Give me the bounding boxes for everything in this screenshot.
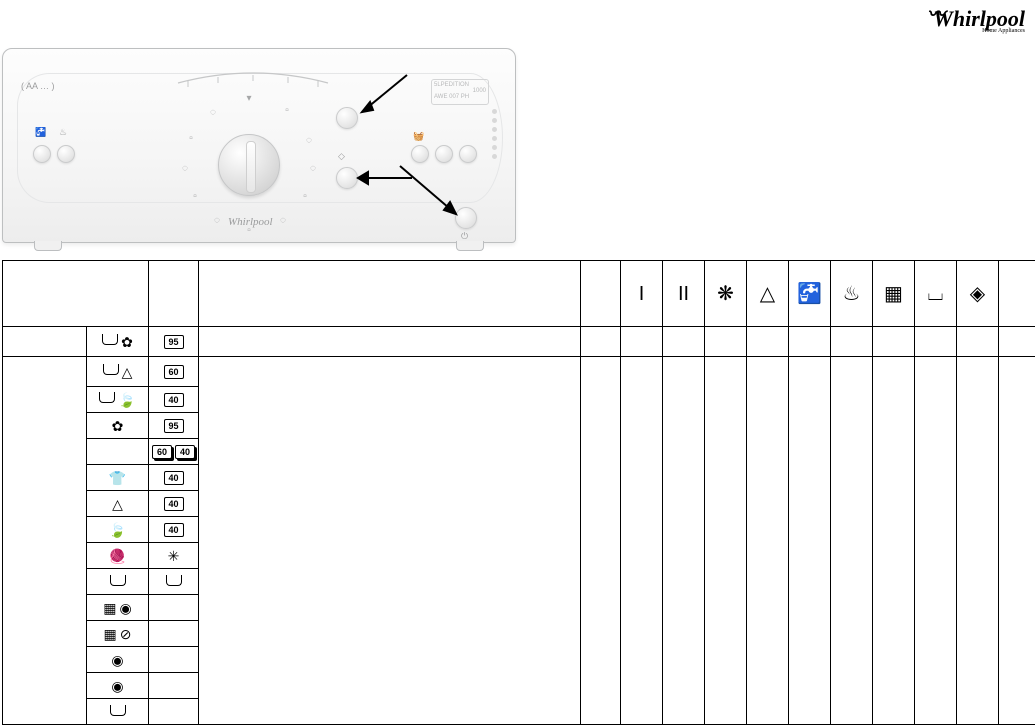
row-symbol: ◉ (87, 647, 149, 673)
row-temp: 40 (149, 517, 199, 543)
row-symbol: 🍃 (87, 517, 149, 543)
header-row: I II ❋ △ 🚰 ♨ ▦ ⌴ ◈ (3, 261, 1035, 327)
row-symbol: △ (87, 491, 149, 517)
row-symbol: 👕 (87, 465, 149, 491)
ring-mark-icon: ◌ (303, 135, 315, 147)
hdr-rinsehold: 🚰 (789, 261, 831, 327)
badge-line3: AWE 007 PH (434, 94, 486, 100)
ring-mark-icon: ▫ (299, 191, 311, 203)
arrow-callout-1 (352, 70, 412, 120)
row-temp: 60 40 (149, 439, 199, 465)
table-row: ✿ 95 (3, 327, 1035, 357)
row-temp (149, 699, 199, 725)
row-temp (149, 621, 199, 647)
hdr-wash: II (663, 261, 705, 327)
ring-mark-icon: ◌ (211, 215, 223, 227)
row-symbol (87, 699, 149, 725)
hdr-prewash: I (621, 261, 663, 327)
row-symbol: ◉ (87, 673, 149, 699)
row-temp (149, 569, 199, 595)
hdr-intensive: △ (747, 261, 789, 327)
brand-logo: 〰 Whirlpool Home Appliances (933, 6, 1025, 34)
row-label (3, 357, 87, 725)
prewash-icon: I (639, 283, 645, 305)
tub-icon: ⌴ (928, 283, 944, 305)
row-symbol: 🍃 (87, 387, 149, 413)
info-block-1 (525, 46, 756, 248)
diamond-icon: ◈ (970, 283, 985, 305)
row-symbol: ▦ ⊘ (87, 621, 149, 647)
model-badge: 5LPEDITION 1000 AWE 007 PH (431, 79, 489, 105)
row-symbol: ✿ (87, 413, 149, 439)
iron-icon: ♨ (843, 283, 861, 305)
flower-icon: ❋ (717, 283, 734, 305)
row-temp: 95 (149, 413, 199, 439)
programme-dial (218, 134, 280, 196)
hdr-programme (3, 261, 149, 327)
hdr-iron: ♨ (831, 261, 873, 327)
info-block-2 (790, 46, 1033, 248)
row-temp: 40 (149, 465, 199, 491)
row-temp: 60 (149, 357, 199, 387)
row-label (3, 327, 87, 357)
control-panel-illustration: 🚰 ♨ ( AA … ) ▾ ▫ ◌ ◌ ▫ ◌ ▫ ◌ ▫ ◌ ▫ ◌ (2, 48, 516, 253)
hdr-load (581, 261, 621, 327)
ring-mark-icon: ▫ (189, 191, 201, 203)
row-temp (149, 647, 199, 673)
ring-mark-icon: ◌ (179, 163, 191, 175)
wash-icon: II (678, 283, 689, 305)
status-leds (489, 109, 497, 163)
ring-mark-icon: ◌ (207, 107, 219, 119)
row-symbol: △ (87, 357, 149, 387)
hdr-description (199, 261, 581, 327)
hdr-tub: ⌴ (915, 261, 957, 327)
option-button-1 (33, 145, 51, 163)
row-symbol (87, 569, 149, 595)
programme-table: I II ❋ △ 🚰 ♨ ▦ ⌴ ◈ ✿ 95 △ 60 🍃 (2, 260, 1035, 725)
row-temp: 95 (149, 327, 199, 357)
logo-tilde: 〰 (927, 0, 945, 26)
variable-spin-icon: ▦ (884, 283, 903, 305)
tap-icon: 🚰 (35, 127, 46, 138)
ring-mark-icon: ▾ (243, 93, 255, 105)
ring-mark-icon: ◌ (277, 215, 289, 227)
panel-small-logo: Whirlpool (228, 216, 273, 228)
ring-mark-icon: ◌ (307, 163, 319, 175)
panel-foot-left (34, 241, 62, 251)
row-symbol: ✿ (87, 327, 149, 357)
row-symbol: ▦ ◉ (87, 595, 149, 621)
row-temp: 40 (149, 387, 199, 413)
triangle-warning-icon: △ (760, 283, 775, 305)
hdr-temp (149, 261, 199, 327)
table-row: △ 60 (3, 357, 1035, 387)
arrow-callout-3 (390, 158, 470, 228)
hdr-variable: ▦ (873, 261, 915, 327)
row-temp: 40 (149, 491, 199, 517)
row-temp (149, 595, 199, 621)
label-left: ( AA … ) (21, 81, 55, 91)
ring-mark-icon: ▫ (185, 133, 197, 145)
iron-icon: ♨ (59, 127, 67, 138)
row-temp (149, 673, 199, 699)
row-symbol (87, 439, 149, 465)
panel-foot-right (456, 241, 484, 251)
temperature-arc (173, 67, 333, 89)
hdr-diamond: ◈ (957, 261, 999, 327)
row-temp: ✳ (149, 543, 199, 569)
tap-icon: 🚰 (797, 283, 822, 305)
hdr-rinse: ❋ (705, 261, 747, 327)
ring-mark-icon: ▫ (281, 105, 293, 117)
programme-rows: ✿ 95 △ 60 🍃 40 ✿ 95 60 40 👕 40 (3, 327, 1035, 725)
hdr-last (999, 261, 1035, 327)
row-symbol: 🧶 (87, 543, 149, 569)
diamond-icon: ◇ (338, 151, 345, 162)
option-button-2 (57, 145, 75, 163)
